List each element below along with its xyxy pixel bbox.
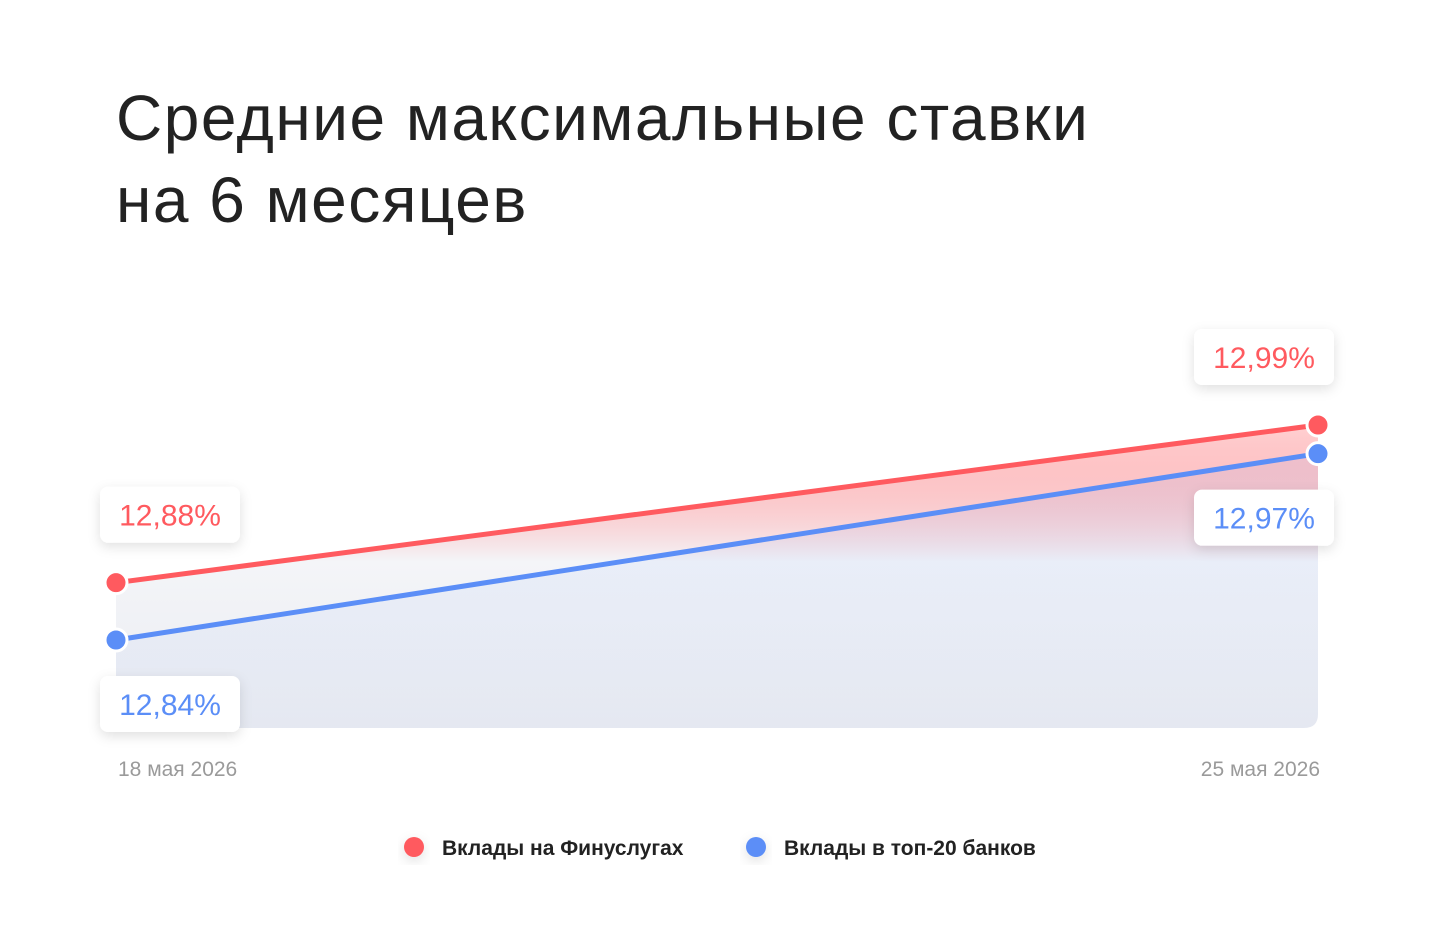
area <box>116 453 1318 728</box>
legend-label: Вклады на Финуслугах <box>442 837 684 860</box>
label-box <box>100 676 240 732</box>
value-label: 12,97% <box>1194 489 1334 546</box>
chart-title: на 6 месяцев <box>116 164 528 236</box>
label-box <box>1194 329 1334 385</box>
data-label: 12,97% <box>1213 503 1315 536</box>
line <box>113 451 1321 643</box>
legend-marker <box>404 837 424 857</box>
point <box>103 627 129 653</box>
value-label: 12,84% <box>100 676 240 732</box>
label-box <box>100 486 240 543</box>
legend-marker <box>746 837 766 857</box>
chart-title: Средние максимальные ставки <box>116 82 1089 154</box>
data-label: 12,99% <box>1213 342 1315 375</box>
data-label: 12,84% <box>119 689 221 722</box>
x-tick-label: 25 мая 2026 <box>1201 758 1320 781</box>
point <box>103 570 129 596</box>
label-box <box>1194 489 1334 546</box>
line <box>113 422 1321 586</box>
point <box>1305 412 1331 438</box>
value-label: 12,88% <box>100 486 240 543</box>
value-label: 12,99% <box>1194 329 1334 385</box>
data-label: 12,88% <box>119 500 221 533</box>
legend-label: Вклады в топ-20 банков <box>784 837 1036 860</box>
point <box>1305 441 1331 467</box>
x-tick-label: 18 мая 2026 <box>118 758 237 781</box>
